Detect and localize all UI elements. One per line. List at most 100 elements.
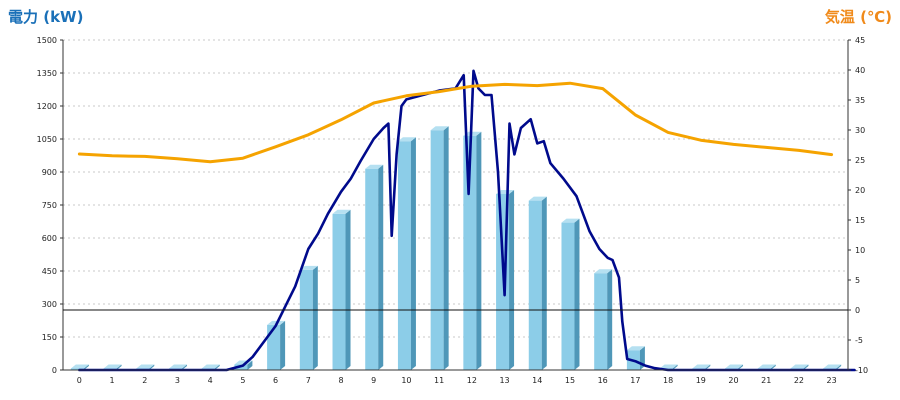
bar-side xyxy=(509,190,515,370)
x-tick-label: 17 xyxy=(630,376,640,385)
x-tick-label: 9 xyxy=(371,376,376,385)
x-tick-label: 23 xyxy=(827,376,837,385)
bar-side xyxy=(443,126,449,370)
x-tick-label: 3 xyxy=(175,376,180,385)
x-tick-label: 5 xyxy=(240,376,245,385)
x-tick-label: 10 xyxy=(401,376,411,385)
right-tick-label: 15 xyxy=(855,216,865,225)
power-bar xyxy=(299,265,318,370)
left-tick-label: 150 xyxy=(42,333,57,342)
bar-side xyxy=(378,164,384,370)
bar-side xyxy=(836,364,842,370)
bar-top xyxy=(463,131,482,136)
bar-side xyxy=(410,137,416,370)
bar-face xyxy=(397,141,411,370)
right-tick-label: 5 xyxy=(855,276,860,285)
bar-side xyxy=(247,360,253,370)
bar-face xyxy=(430,130,444,370)
bar-top xyxy=(725,364,744,369)
bar-side xyxy=(476,131,482,370)
bar-face xyxy=(332,213,346,370)
x-tick-label: 20 xyxy=(728,376,738,385)
x-tick-label: 8 xyxy=(338,376,343,385)
left-tick-label: 0 xyxy=(52,366,57,375)
bar-face xyxy=(70,368,84,370)
bar-face xyxy=(463,135,477,370)
bar-face xyxy=(365,168,379,370)
bar-top xyxy=(528,196,547,201)
right-tick-label: 45 xyxy=(855,36,865,45)
bar-side xyxy=(214,364,220,370)
power-bar xyxy=(267,320,286,370)
grid-layer xyxy=(63,39,848,338)
left-tick-label: 600 xyxy=(42,234,57,243)
bar-side xyxy=(116,364,122,370)
bar-top xyxy=(168,364,187,369)
bar-side xyxy=(312,265,318,370)
right-tick-label: 25 xyxy=(855,156,865,165)
bar-side xyxy=(280,320,286,370)
bar-top xyxy=(201,364,220,369)
bar-top xyxy=(70,364,89,369)
bar-side xyxy=(83,364,89,370)
bar-side xyxy=(705,364,711,370)
bar-top xyxy=(594,269,613,274)
bar-side xyxy=(607,269,613,370)
bar-side xyxy=(345,209,351,370)
x-tick-label: 15 xyxy=(565,376,575,385)
right-tick-label: 20 xyxy=(855,186,865,195)
x-tick-label: 1 xyxy=(110,376,115,385)
x-tick-label: 0 xyxy=(77,376,82,385)
power-bar xyxy=(430,126,449,370)
bar-face xyxy=(528,200,542,370)
bar-top xyxy=(790,364,809,369)
left-axis-title: 電力 (kW) xyxy=(8,8,83,26)
power-bar xyxy=(397,137,416,370)
x-tick-label: 22 xyxy=(794,376,804,385)
bar-top xyxy=(659,364,678,369)
bar-top xyxy=(332,209,351,214)
bar-side xyxy=(803,364,809,370)
series-lines xyxy=(77,69,856,372)
x-tick-label: 16 xyxy=(598,376,608,385)
right-axis-title: 気温 (℃) xyxy=(825,8,892,26)
left-tick-label: 450 xyxy=(42,267,57,276)
bar-side xyxy=(574,218,580,370)
x-tick-label: 11 xyxy=(434,376,444,385)
power-bar xyxy=(463,131,482,370)
right-tick-label: 35 xyxy=(855,96,865,105)
bar-side xyxy=(149,364,155,370)
power-bar xyxy=(332,209,351,370)
left-tick-label: 1350 xyxy=(37,69,57,78)
bar-side xyxy=(770,364,776,370)
power-line xyxy=(78,69,856,372)
right-tick-label: -10 xyxy=(855,366,868,375)
bar-top xyxy=(136,364,155,369)
bar-side xyxy=(181,364,187,370)
right-tick-label: 40 xyxy=(855,66,865,75)
power-bar xyxy=(70,364,89,370)
left-tick-label: 300 xyxy=(42,300,57,309)
bar-top xyxy=(561,218,580,223)
x-tick-label: 18 xyxy=(663,376,673,385)
x-tick-label: 6 xyxy=(273,376,278,385)
bar-top xyxy=(496,190,515,194)
power-bar xyxy=(365,164,384,370)
right-tick-label: 10 xyxy=(855,246,865,255)
bar-side xyxy=(738,364,744,370)
x-tick-label: 4 xyxy=(208,376,213,385)
bar-top xyxy=(692,364,711,369)
left-tick-label: 900 xyxy=(42,168,57,177)
bar-face xyxy=(561,222,575,370)
bar-face xyxy=(267,324,281,370)
x-tick-label: 14 xyxy=(532,376,542,385)
x-tick-label: 19 xyxy=(696,376,706,385)
left-tick-label: 750 xyxy=(42,201,57,210)
right-tick-label: -5 xyxy=(855,336,863,345)
power-bar xyxy=(626,346,645,370)
left-tick-label: 1500 xyxy=(37,36,57,45)
bar-side xyxy=(672,364,678,370)
left-tick-label: 1050 xyxy=(37,135,57,144)
bar-top xyxy=(103,364,122,369)
